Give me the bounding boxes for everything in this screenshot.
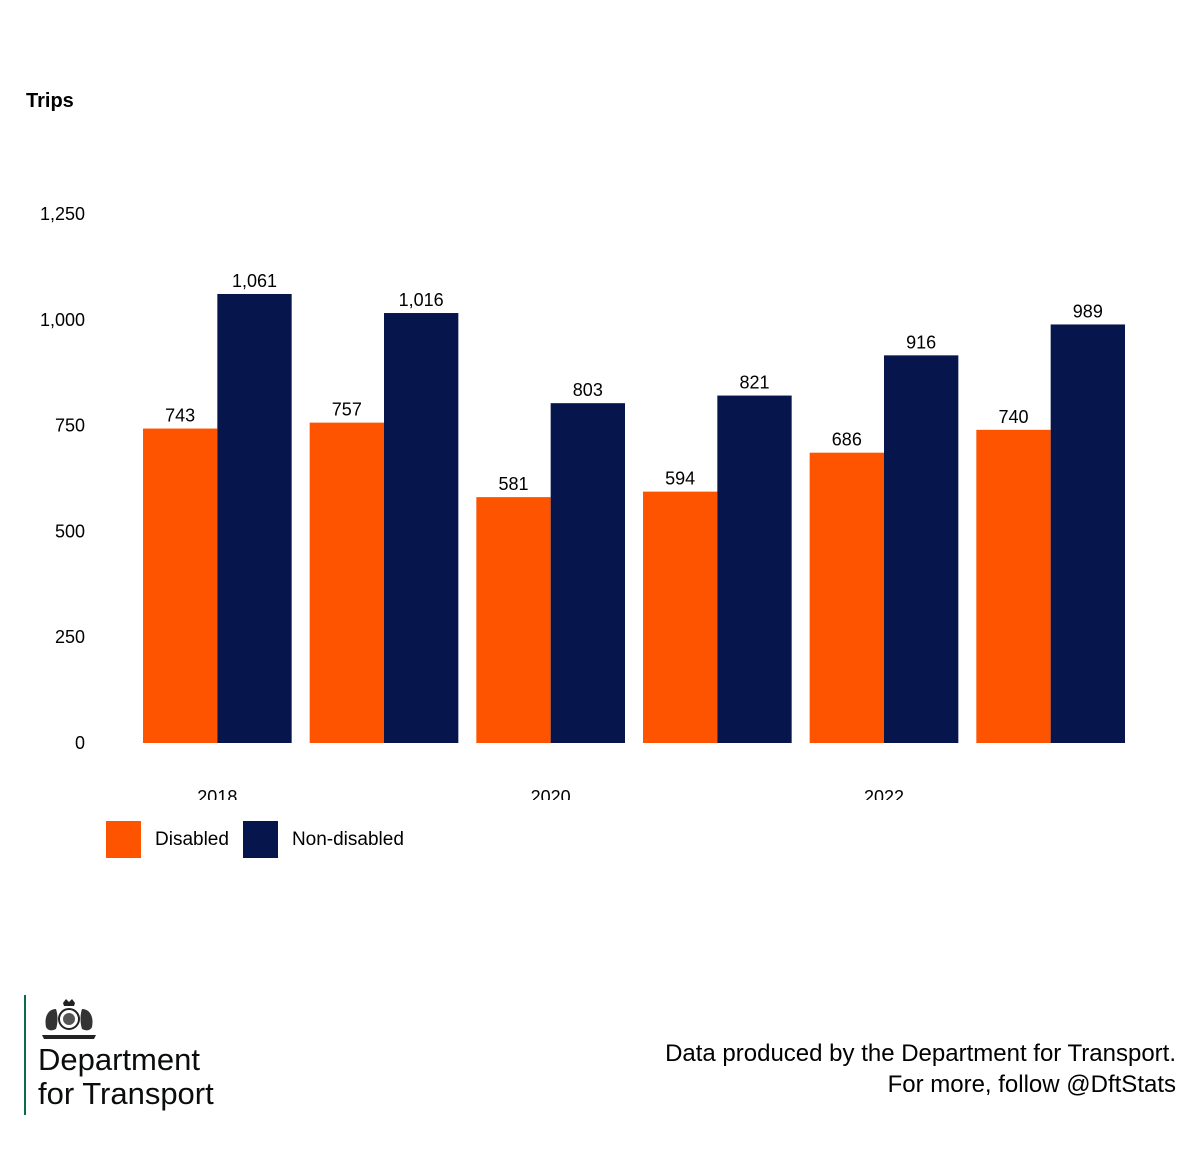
department-name: Department for Transport — [38, 1043, 214, 1111]
bar-disabled-2023 — [976, 429, 1051, 743]
y-axis-title: Trips — [26, 90, 74, 112]
bar-value-label: 821 — [739, 373, 769, 393]
legend-item-disabled: Disabled — [106, 821, 229, 858]
bar-non-disabled-2022 — [884, 355, 959, 743]
bar-non-disabled-2019 — [384, 313, 459, 743]
bar-non-disabled-2020 — [550, 403, 625, 743]
bar-value-label: 916 — [906, 332, 936, 352]
y-tick-label: 0 — [75, 733, 85, 753]
legend-item-non-disabled: Non-disabled — [242, 821, 404, 858]
bars — [143, 293, 1125, 743]
bar-disabled-2018 — [143, 428, 218, 743]
bar-non-disabled-2021 — [717, 395, 792, 743]
royal-coat-of-arms-icon — [42, 999, 96, 1039]
dft-logo: Department for Transport — [24, 995, 264, 1125]
legend-swatch-disabled — [106, 821, 141, 858]
legend: Disabled Non-disabled — [106, 821, 418, 858]
y-tick-label: 500 — [55, 521, 85, 541]
bar-value-label: 743 — [165, 406, 195, 426]
bar-data-labels: 743 1,061 757 1,016 581 803 594 821 686 916 740 989 — [165, 271, 1103, 494]
x-tick-label: 2018 — [197, 787, 237, 800]
source-note-line2: For more, follow @DftStats — [887, 1071, 1176, 1098]
bar-value-label: 989 — [1073, 301, 1103, 321]
bar-disabled-2019 — [309, 422, 384, 743]
x-axis-ticks: 2018 2020 2022 — [197, 787, 904, 800]
bar-value-label: 803 — [573, 380, 603, 400]
bar-value-label: 594 — [665, 469, 695, 489]
bar-disabled-2020 — [476, 497, 551, 743]
legend-label-disabled: Disabled — [155, 828, 229, 850]
department-name-line2: for Transport — [38, 1076, 214, 1111]
bar-non-disabled-2018 — [217, 293, 292, 743]
bar-value-label: 686 — [832, 430, 862, 450]
y-tick-label: 1,250 — [40, 204, 85, 224]
x-tick-label: 2022 — [864, 787, 904, 800]
legend-label-non-disabled: Non-disabled — [291, 828, 404, 850]
bar-non-disabled-2023 — [1050, 324, 1125, 743]
legend-swatch-non-disabled — [242, 821, 278, 858]
logo-accent-bar — [24, 995, 26, 1115]
source-note: Data produced by the Department for Tran… — [665, 1038, 1176, 1100]
department-name-line1: Department — [38, 1042, 200, 1077]
bar-value-label: 581 — [498, 474, 528, 494]
bar-value-label: 757 — [332, 400, 362, 420]
bar-value-label: 1,061 — [232, 271, 277, 291]
x-tick-label: 2020 — [531, 787, 571, 800]
bar-disabled-2022 — [809, 452, 884, 743]
source-note-line1: Data produced by the Department for Tran… — [665, 1040, 1176, 1067]
bar-value-label: 1,016 — [399, 290, 444, 310]
bar-chart: Trips 0 250 500 750 1,000 1,250 743 1,061 757 1,… — [26, 90, 1125, 800]
y-tick-label: 750 — [55, 416, 85, 436]
y-tick-label: 1,000 — [40, 310, 85, 330]
bar-value-label: 740 — [998, 407, 1028, 427]
y-tick-label: 250 — [55, 627, 85, 647]
y-axis-ticks: 0 250 500 750 1,000 1,250 — [40, 204, 85, 753]
bar-disabled-2021 — [643, 491, 718, 743]
